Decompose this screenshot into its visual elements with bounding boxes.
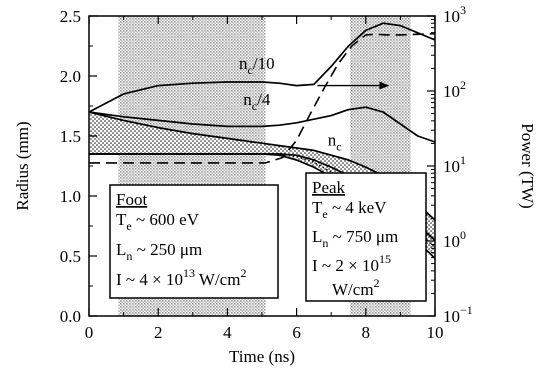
peak-intensity: I ~ 2 × 1015 — [312, 252, 391, 275]
curve-label-nc4: nc/4 — [243, 90, 271, 113]
y-tick-label: 0.0 — [60, 307, 81, 326]
peak-ln: Ln ~ 750 μm — [312, 227, 398, 250]
foot-te: Te ~ 600 eV — [116, 210, 200, 233]
x-tick-label: 6 — [292, 323, 301, 342]
x-axis-title: Time (ns) — [229, 347, 295, 366]
foot-intensity: I ~ 4 × 1013 W/cm2 — [116, 266, 246, 289]
y-tick-label: 2.0 — [60, 67, 81, 86]
y-tick-label: 2.5 — [60, 7, 81, 26]
peak-intensity-unit: W/cm2 — [332, 276, 380, 299]
y-tick-label: 1.0 — [60, 187, 81, 206]
curve-label-nc: nc — [328, 131, 342, 154]
x-tick-label: 10 — [427, 323, 444, 342]
y2-tick-label: 10−1 — [443, 303, 473, 326]
y2-axis-title: Power (TW) — [518, 123, 537, 208]
y2-tick-label: 103 — [443, 3, 466, 26]
series-line-nc-4 — [88, 106, 436, 143]
dotted-region-upper — [89, 112, 435, 259]
series-line-power — [89, 32, 436, 164]
series-line-nc-10 — [88, 22, 436, 113]
foot-ln: Ln ~ 250 μm — [116, 240, 202, 263]
peak-te: Te ~ 4 keV — [312, 198, 387, 221]
y-tick-label: 1.5 — [60, 127, 81, 146]
x-tick-label: 0 — [85, 323, 94, 342]
foot-box-frame — [109, 184, 279, 299]
x-tick-label: 4 — [223, 323, 232, 342]
x-tick-label: 8 — [362, 323, 371, 342]
x-tick-label: 2 — [154, 323, 163, 342]
foot-box-title: Foot — [116, 190, 147, 209]
y2-tick-label: 100 — [443, 228, 466, 251]
y-tick-label: 0.5 — [60, 247, 81, 266]
peak-box-title: Peak — [312, 178, 346, 197]
curve-label-nc10: nc/10 — [239, 54, 275, 77]
y-axis-title: Radius (mm) — [13, 121, 32, 210]
y2-tick-label: 102 — [443, 78, 466, 101]
y2-tick-label: 101 — [443, 153, 466, 176]
peak-box-frame — [305, 172, 427, 302]
